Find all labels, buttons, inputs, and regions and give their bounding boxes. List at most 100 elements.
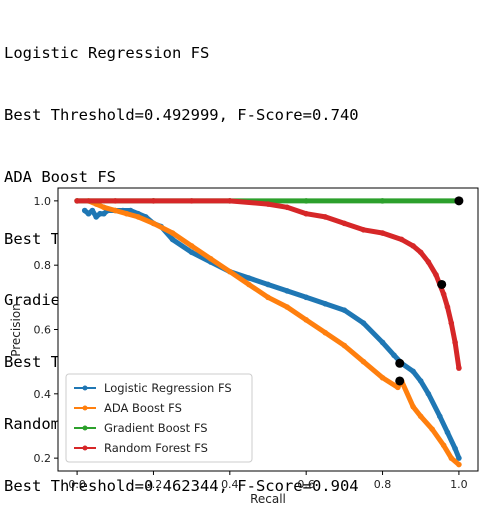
- series-1-point-4: [123, 210, 130, 217]
- series-1-point-17: [360, 358, 367, 365]
- best-threshold-point-3: [437, 279, 447, 289]
- series-3-point-2: [150, 198, 157, 204]
- legend-swatch-marker-1: [82, 405, 88, 411]
- series-3-point-7: [303, 210, 309, 217]
- series-3-point-13: [410, 243, 416, 249]
- series-1-point-16: [341, 342, 348, 349]
- legend-label-0: Logistic Regression FS: [104, 381, 232, 395]
- y-tick-label-1: 0.4: [34, 388, 52, 401]
- series-0-point-32: [444, 429, 451, 436]
- output-line-model-2: ADA Boost FS: [4, 167, 116, 186]
- best-threshold-point-1: [395, 376, 405, 386]
- series-0-point-26: [391, 352, 397, 359]
- y-tick-label-2: 0.6: [34, 324, 52, 337]
- legend-swatch-marker-3: [82, 445, 88, 451]
- series-1-point-5: [135, 214, 141, 220]
- y-tick-label-3: 0.8: [34, 259, 52, 272]
- x-tick-label-0: 0.0: [68, 478, 86, 491]
- series-3-point-6: [284, 204, 290, 211]
- series-3-point-1: [112, 198, 119, 204]
- curves-layer: [74, 198, 462, 468]
- x-tick-label-2: 0.4: [221, 478, 239, 491]
- series-1-point-24: [440, 442, 447, 449]
- series-0-point-30: [425, 391, 432, 397]
- series-0-point-23: [341, 307, 348, 314]
- series-1-point-12: [265, 294, 271, 301]
- series-0-point-25: [379, 339, 386, 346]
- series-1-point-19: [395, 384, 401, 391]
- series-3-point-3: [188, 198, 195, 204]
- y-tick-label-0: 0.2: [34, 452, 52, 465]
- series-1-point-9: [207, 255, 214, 262]
- series-2-point-4: [379, 198, 386, 204]
- y-tick-label-4: 1.0: [34, 195, 52, 208]
- series-0-point-5: [101, 210, 107, 217]
- x-tick-label-5: 1.0: [450, 478, 468, 491]
- series-1-point-14: [303, 317, 309, 323]
- series-3-point-4: [227, 198, 233, 204]
- series-3-point-5: [265, 201, 271, 207]
- series-1-point-26: [456, 461, 462, 468]
- series-3-point-11: [379, 230, 386, 236]
- x-tick-label-4: 0.8: [374, 478, 392, 491]
- legend-label-3: Random Forest FS: [104, 441, 208, 455]
- y-axis-label: Precision: [9, 303, 23, 357]
- series-0-point-21: [303, 294, 309, 301]
- series-0-point-28: [410, 368, 416, 375]
- output-line-threshold-1: Best Threshold=0.492999, F-Score=0.740: [4, 105, 359, 124]
- x-tick-label-1: 0.2: [145, 478, 163, 491]
- series-1-point-18: [379, 374, 386, 381]
- series-0-point-18: [246, 275, 252, 281]
- series-0-point-22: [322, 300, 329, 307]
- series-1-point-23: [429, 426, 435, 432]
- series-1-point-10: [227, 268, 233, 275]
- series-3-point-19: [444, 304, 451, 310]
- series-1-point-6: [150, 220, 157, 227]
- series-3-point-0: [74, 198, 80, 204]
- series-0-point-15: [188, 249, 195, 256]
- series-3-point-16: [433, 272, 439, 278]
- series-3-point-20: [448, 320, 455, 326]
- series-3-point-22: [456, 365, 462, 371]
- series-0-point-34: [456, 455, 462, 461]
- series-3-point-10: [360, 227, 367, 233]
- legend-box: [65, 373, 253, 463]
- series-1-point-2: [101, 204, 107, 211]
- series-3-point-14: [417, 249, 424, 256]
- legend-label-2: Gradient Boost FS: [104, 421, 208, 435]
- x-axis-label: Recall: [250, 492, 286, 506]
- series-0-point-24: [360, 320, 367, 326]
- best-threshold-point-0: [395, 358, 405, 368]
- series-3-point-21: [452, 339, 458, 346]
- x-axis-ticks: 0.0 0.2 0.4 0.6 0.8 1.0: [68, 471, 468, 491]
- series-3-point-15: [425, 259, 432, 265]
- series-1-point-11: [246, 281, 252, 288]
- output-line-threshold-4: Best Threshold=0.462344, F-Score=0.904: [4, 476, 359, 495]
- series-3-point-8: [322, 214, 329, 220]
- x-tick-label-3: 0.6: [297, 478, 315, 491]
- series-3-point-18: [440, 291, 447, 297]
- series-2-point-3: [303, 198, 309, 204]
- series-0-point-3: [93, 214, 99, 220]
- legend-swatch-marker-0: [82, 385, 88, 391]
- series-1-point-15: [322, 329, 329, 336]
- best-points-layer: [395, 196, 464, 386]
- output-line-model-1: Logistic Regression FS: [4, 44, 210, 63]
- series-1-point-22: [417, 413, 424, 420]
- series-0-point-19: [265, 281, 271, 288]
- series-3-point-12: [398, 236, 405, 243]
- series-0-point-20: [284, 288, 290, 294]
- precision-recall-chart: 0.0 0.2 0.4 0.6 0.8 1.0 0.2 0.4 0.6 0.8 1.0 Recal…: [9, 187, 479, 506]
- series-0-point-14: [169, 236, 176, 243]
- series-0-point-2: [89, 207, 96, 214]
- series-0-point-1: [85, 210, 92, 217]
- legend-label-1: ADA Boost FS: [104, 401, 182, 415]
- legend: Logistic Regression FS ADA Boost FS Gradie…: [65, 373, 253, 463]
- series-1-point-3: [112, 207, 119, 214]
- series-1-point-25: [448, 455, 455, 461]
- legend-swatch-marker-2: [82, 425, 88, 431]
- series-1-point-21: [410, 403, 416, 410]
- series-0-point-0: [81, 207, 88, 214]
- series-1-point-8: [188, 243, 195, 249]
- series-0-point-33: [452, 445, 458, 452]
